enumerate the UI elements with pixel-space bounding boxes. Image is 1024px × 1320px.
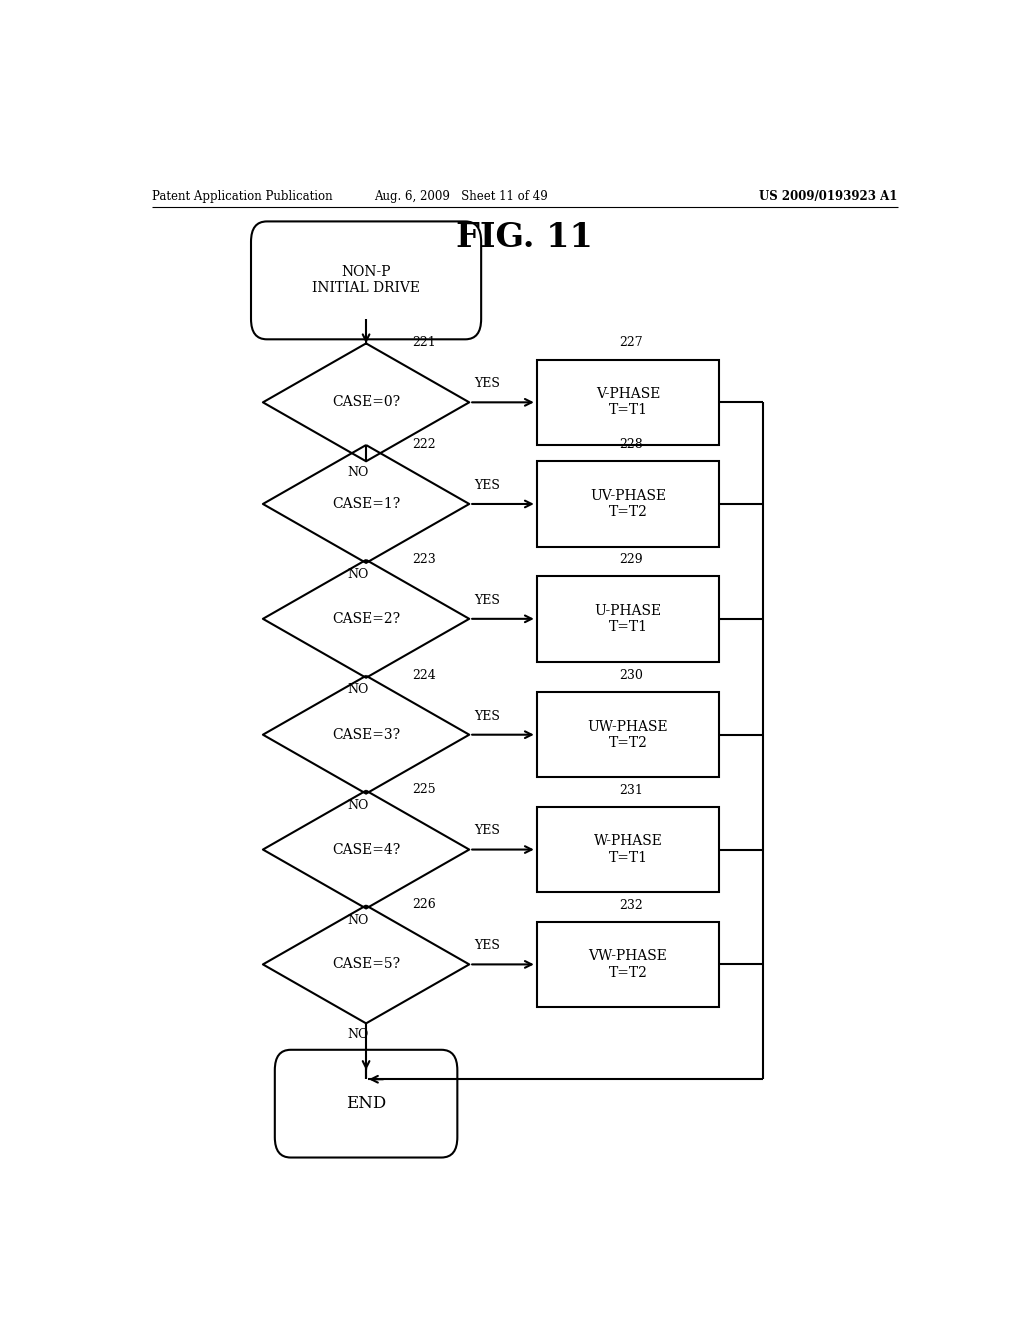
Text: CASE=5?: CASE=5? bbox=[332, 957, 400, 972]
Text: NO: NO bbox=[347, 466, 369, 479]
Text: 230: 230 bbox=[618, 669, 643, 682]
Text: VW-PHASE
T=T2: VW-PHASE T=T2 bbox=[589, 949, 668, 979]
Text: YES: YES bbox=[474, 479, 500, 492]
Text: YES: YES bbox=[474, 940, 500, 952]
Text: W-PHASE
T=T1: W-PHASE T=T1 bbox=[594, 834, 663, 865]
Text: 224: 224 bbox=[413, 669, 436, 681]
Text: YES: YES bbox=[474, 710, 500, 722]
Text: 226: 226 bbox=[413, 899, 436, 911]
Text: NON-P
INITIAL DRIVE: NON-P INITIAL DRIVE bbox=[312, 265, 420, 296]
FancyBboxPatch shape bbox=[537, 921, 719, 1007]
FancyBboxPatch shape bbox=[251, 222, 481, 339]
Text: U-PHASE
T=T1: U-PHASE T=T1 bbox=[594, 603, 662, 634]
Text: Patent Application Publication: Patent Application Publication bbox=[152, 190, 333, 202]
Text: FIG. 11: FIG. 11 bbox=[457, 222, 593, 255]
Text: NO: NO bbox=[347, 568, 369, 581]
FancyBboxPatch shape bbox=[537, 576, 719, 661]
Text: YES: YES bbox=[474, 378, 500, 391]
Text: 225: 225 bbox=[413, 784, 436, 796]
Text: NO: NO bbox=[347, 1028, 369, 1041]
FancyBboxPatch shape bbox=[537, 692, 719, 777]
Text: V-PHASE
T=T1: V-PHASE T=T1 bbox=[596, 387, 660, 417]
Text: 231: 231 bbox=[618, 784, 643, 797]
Text: UV-PHASE
T=T2: UV-PHASE T=T2 bbox=[590, 488, 666, 519]
Text: YES: YES bbox=[474, 825, 500, 837]
Text: 227: 227 bbox=[618, 337, 642, 350]
FancyBboxPatch shape bbox=[274, 1049, 458, 1158]
Text: CASE=1?: CASE=1? bbox=[332, 496, 400, 511]
Text: US 2009/0193923 A1: US 2009/0193923 A1 bbox=[760, 190, 898, 202]
Text: END: END bbox=[346, 1096, 386, 1113]
FancyBboxPatch shape bbox=[537, 359, 719, 445]
Text: NO: NO bbox=[347, 682, 369, 696]
Text: 228: 228 bbox=[618, 438, 643, 451]
Text: 229: 229 bbox=[618, 553, 642, 566]
Text: CASE=2?: CASE=2? bbox=[332, 612, 400, 626]
Text: NO: NO bbox=[347, 799, 369, 812]
Text: 222: 222 bbox=[413, 438, 436, 451]
Text: 232: 232 bbox=[618, 899, 643, 912]
Text: CASE=4?: CASE=4? bbox=[332, 842, 400, 857]
Text: CASE=0?: CASE=0? bbox=[332, 395, 400, 409]
Text: YES: YES bbox=[474, 594, 500, 607]
Text: NO: NO bbox=[347, 913, 369, 927]
Text: UW-PHASE
T=T2: UW-PHASE T=T2 bbox=[588, 719, 669, 750]
Text: CASE=3?: CASE=3? bbox=[332, 727, 400, 742]
Text: 223: 223 bbox=[413, 553, 436, 566]
Text: Aug. 6, 2009   Sheet 11 of 49: Aug. 6, 2009 Sheet 11 of 49 bbox=[375, 190, 548, 202]
FancyBboxPatch shape bbox=[537, 461, 719, 546]
Text: 221: 221 bbox=[413, 337, 436, 350]
FancyBboxPatch shape bbox=[537, 807, 719, 892]
